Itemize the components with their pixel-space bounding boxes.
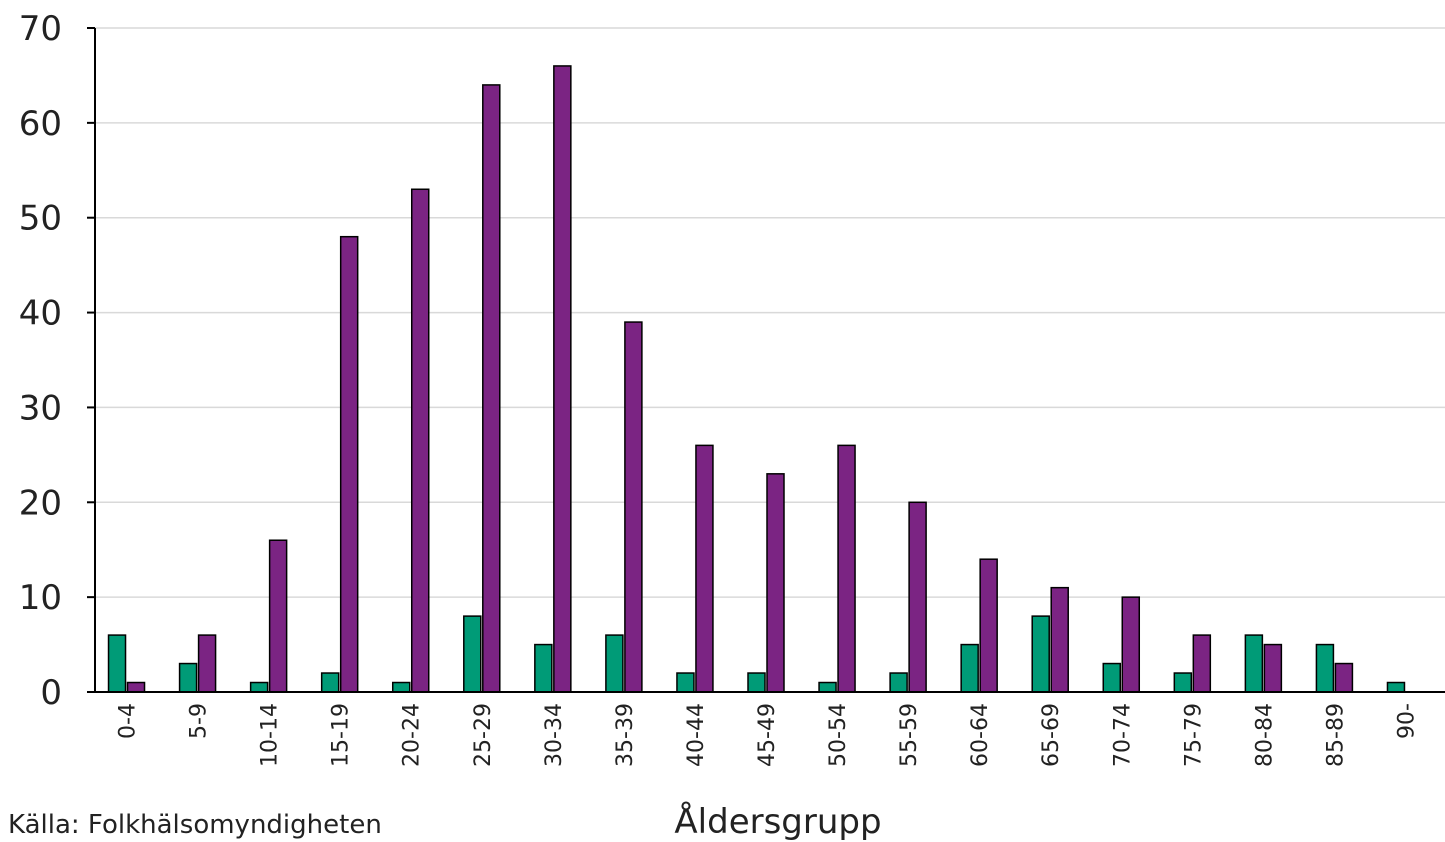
x-tick-label: 30-34 (542, 703, 567, 767)
bar-series-2-40-44 (695, 444, 714, 693)
y-tick-label: 20 (19, 483, 62, 523)
bar-series-1-75-79 (1173, 672, 1193, 693)
bar-series-1-35-39 (605, 634, 624, 693)
x-tick-label: 55-59 (897, 703, 922, 767)
x-tick-label: 85-89 (1323, 703, 1348, 767)
bar-series-2-65-69 (1050, 586, 1069, 693)
bar-series-1-60-64 (960, 643, 979, 693)
bar-series-1-40-44 (676, 672, 695, 693)
y-tick-labels: 0 10 20 30 40 50 60 70 (19, 9, 95, 713)
bar-series-2-35-39 (624, 321, 643, 693)
bar-series-1-55-59 (889, 672, 908, 693)
x-axis-title: Åldersgrupp (674, 801, 881, 842)
x-tick-label: 25-29 (471, 703, 496, 767)
gridlines (95, 27, 1445, 598)
x-tick-label: 75-79 (1181, 703, 1206, 767)
source-note: Källa: Folkhälsomyndigheten (8, 810, 382, 840)
x-tick-label: 15-19 (329, 703, 354, 767)
bar-series-1-15-19 (320, 672, 340, 693)
bar-series-2-45-49 (766, 473, 785, 693)
bar-series-1-85-89 (1315, 643, 1335, 693)
bar-series-1-10-14 (249, 681, 269, 693)
bar-series-2-20-24 (410, 188, 430, 693)
y-tick-label: 0 (40, 673, 62, 713)
x-tick-label: 40-44 (684, 703, 709, 767)
bar-series-1-5-9 (178, 662, 198, 693)
axes (94, 28, 1445, 693)
bar-series-2-5-9 (197, 634, 217, 693)
bar-series-2-70-74 (1121, 596, 1141, 693)
y-tick-label: 70 (19, 9, 62, 49)
y-tick-label: 60 (19, 104, 62, 144)
bar-series-1-90- (1386, 681, 1406, 693)
x-tick-label: 80-84 (1252, 703, 1277, 767)
x-tick-label: 10-14 (258, 703, 283, 767)
bar-series-2-80-84 (1263, 643, 1283, 693)
x-tick-label: 0-4 (116, 703, 141, 739)
bar-series-1-20-24 (391, 681, 411, 693)
bar-series-1-25-29 (463, 615, 482, 693)
y-tick-label: 40 (19, 294, 62, 334)
bar-series-2-15-19 (339, 235, 359, 693)
x-tick-label: 60-64 (968, 703, 993, 767)
x-tick-label: 5-9 (187, 703, 212, 739)
bar-series-2-85-89 (1334, 662, 1354, 693)
bars (107, 65, 1406, 693)
bar-series-2-60-64 (979, 558, 998, 693)
y-tick-label: 30 (19, 388, 62, 428)
bar-series-2-0-4 (126, 681, 146, 693)
x-tick-label: 70-74 (1110, 703, 1135, 767)
bar-series-2-10-14 (268, 539, 288, 693)
bar-series-1-70-74 (1102, 662, 1122, 693)
bar-series-1-0-4 (107, 634, 127, 693)
bar-series-1-45-49 (747, 672, 766, 693)
bar-series-2-55-59 (908, 501, 927, 693)
bar-series-1-30-34 (534, 643, 553, 693)
x-tick-label: 90- (1394, 703, 1419, 739)
y-tick-label: 50 (19, 199, 62, 239)
bar-series-1-50-54 (818, 681, 837, 693)
bar-series-1-65-69 (1031, 615, 1050, 693)
x-tick-labels: 0-4 5-9 10-14 15-19 20-24 25-29 30-34 35-39 40-4… (116, 703, 1420, 767)
x-tick-label: 50-54 (826, 703, 851, 767)
x-tick-label: 45-49 (755, 703, 780, 767)
bar-series-2-25-29 (482, 84, 501, 693)
x-tick-label: 65-69 (1039, 703, 1064, 767)
x-tick-label: 20-24 (400, 703, 425, 767)
bar-series-2-75-79 (1192, 634, 1212, 693)
bar-series-1-80-84 (1244, 634, 1264, 693)
bar-series-2-50-54 (837, 444, 856, 693)
x-tick-label: 35-39 (613, 703, 638, 767)
y-tick-label: 10 (19, 578, 62, 618)
bar-series-2-30-34 (553, 65, 572, 693)
